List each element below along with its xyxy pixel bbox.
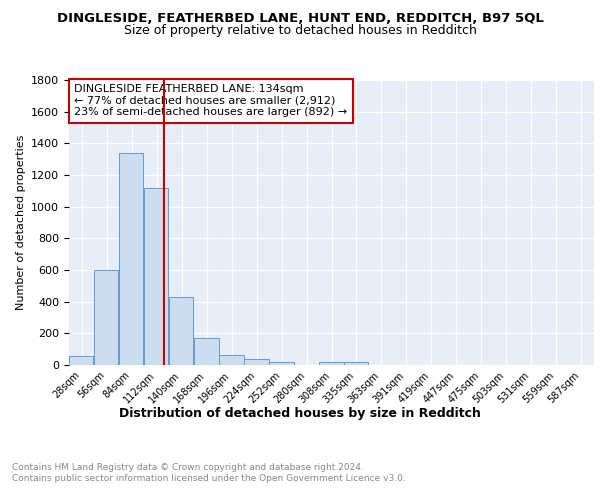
Bar — [244, 358, 269, 365]
Bar — [194, 338, 218, 365]
Text: Distribution of detached houses by size in Redditch: Distribution of detached houses by size … — [119, 408, 481, 420]
Text: Size of property relative to detached houses in Redditch: Size of property relative to detached ho… — [124, 24, 476, 37]
Bar — [219, 354, 244, 365]
Y-axis label: Number of detached properties: Number of detached properties — [16, 135, 26, 310]
Text: Contains public sector information licensed under the Open Government Licence v3: Contains public sector information licen… — [12, 474, 406, 483]
Text: Contains HM Land Registry data © Crown copyright and database right 2024.: Contains HM Land Registry data © Crown c… — [12, 462, 364, 471]
Bar — [119, 153, 143, 365]
Bar — [169, 297, 193, 365]
Bar — [319, 362, 344, 365]
Bar — [69, 356, 93, 365]
Text: DINGLESIDE, FEATHERBED LANE, HUNT END, REDDITCH, B97 5QL: DINGLESIDE, FEATHERBED LANE, HUNT END, R… — [56, 12, 544, 26]
Text: DINGLESIDE FEATHERBED LANE: 134sqm
← 77% of detached houses are smaller (2,912)
: DINGLESIDE FEATHERBED LANE: 134sqm ← 77%… — [74, 84, 347, 117]
Bar — [144, 188, 169, 365]
Bar — [344, 362, 368, 365]
Bar — [94, 270, 118, 365]
Bar — [269, 362, 293, 365]
